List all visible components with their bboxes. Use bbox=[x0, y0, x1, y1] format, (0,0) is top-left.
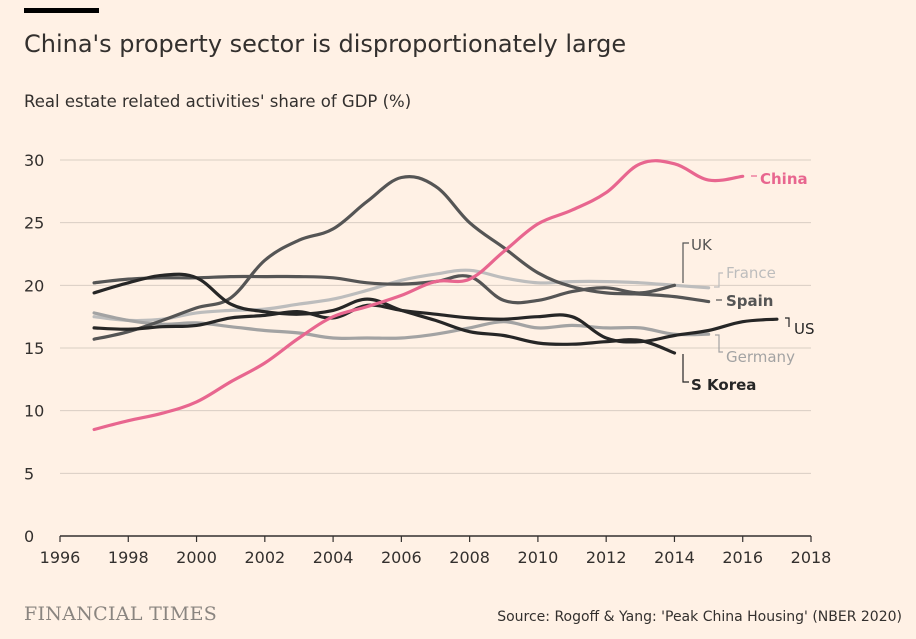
series-line-france bbox=[92, 268, 711, 323]
series-line-china bbox=[92, 159, 745, 432]
leader-line-s-korea bbox=[682, 354, 689, 383]
series-line-spain bbox=[92, 174, 711, 341]
x-tick-label-2018: 2018 bbox=[791, 548, 832, 567]
series-label-germany: Germany bbox=[726, 348, 795, 366]
chart-subtitle: Real estate related activities' share of… bbox=[24, 92, 412, 111]
x-tick-label-2010: 2010 bbox=[518, 548, 559, 567]
x-tick-label-2006: 2006 bbox=[381, 548, 422, 567]
series-label-spain: Spain bbox=[726, 292, 773, 310]
series-label-china: China bbox=[760, 170, 808, 188]
y-tick-label-10: 10 bbox=[24, 402, 44, 421]
leader-line-us bbox=[785, 317, 790, 327]
leader-line-uk bbox=[682, 242, 689, 283]
series-label-france: France bbox=[726, 264, 776, 282]
x-tick-label-1998: 1998 bbox=[108, 548, 149, 567]
x-tick-label-2016: 2016 bbox=[722, 548, 763, 567]
series-line-s-korea bbox=[92, 272, 677, 355]
y-tick-label-20: 20 bbox=[24, 276, 44, 295]
series-lines bbox=[92, 159, 779, 432]
leader-line-france bbox=[714, 272, 723, 288]
accent-bar bbox=[24, 8, 99, 13]
x-tick-label-2004: 2004 bbox=[313, 548, 354, 567]
x-tick-label-2008: 2008 bbox=[449, 548, 490, 567]
y-tick-label-30: 30 bbox=[24, 151, 44, 170]
ft-logo: FINANCIAL TIMES bbox=[24, 603, 218, 625]
series-line-germany bbox=[92, 311, 711, 340]
series-labels: China UK France Spain US Germany S Korea bbox=[682, 170, 815, 394]
x-tick-label-2014: 2014 bbox=[654, 548, 695, 567]
x-tick-label-1996: 1996 bbox=[40, 548, 81, 567]
y-tick-label-0: 0 bbox=[24, 527, 34, 546]
y-tick-label-5: 5 bbox=[24, 464, 34, 483]
series-label-us: US bbox=[794, 320, 815, 338]
series-label-uk: UK bbox=[691, 236, 713, 254]
series-line-us bbox=[92, 303, 779, 344]
y-tick-label-25: 25 bbox=[24, 214, 44, 233]
x-tick-label-2002: 2002 bbox=[244, 548, 285, 567]
chart-title: China's property sector is disproportion… bbox=[24, 30, 627, 58]
x-axis: 1996 1998 2000 2002 2004 2006 2008 2010 2012 2014… bbox=[40, 535, 832, 567]
leader-line-germany bbox=[715, 334, 723, 353]
y-tick-label-15: 15 bbox=[24, 339, 44, 358]
x-tick-label-2000: 2000 bbox=[176, 548, 217, 567]
series-label-s-korea: S Korea bbox=[691, 376, 756, 394]
source-note: Source: Rogoff & Yang: 'Peak China Housi… bbox=[497, 609, 902, 625]
y-axis-ticks: 0 5 10 15 20 25 30 bbox=[24, 151, 44, 546]
x-tick-label-2012: 2012 bbox=[586, 548, 627, 567]
